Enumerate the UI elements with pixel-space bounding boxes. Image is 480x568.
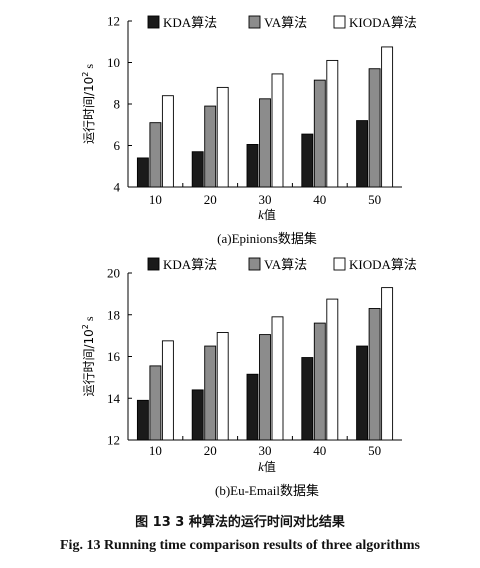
bar-KIODA算法-30 xyxy=(271,73,284,188)
legend-swatch xyxy=(147,257,160,271)
bar-KDA算法-50 xyxy=(356,120,369,188)
legend-label: KIODA算法 xyxy=(349,257,417,272)
bar-VA算法-30 xyxy=(259,98,271,188)
x-tick-label: 30 xyxy=(259,443,272,458)
legend-label: VA算法 xyxy=(264,15,307,30)
x-tick-label: 10 xyxy=(149,192,162,207)
bar-KDA算法-40 xyxy=(301,357,314,441)
y-tick-label: 10 xyxy=(107,55,120,70)
bar-VA算法-50 xyxy=(368,68,381,188)
bar-KIODA算法-20 xyxy=(216,86,229,188)
y-tick-label: 12 xyxy=(107,433,120,448)
legend-label: KDA算法 xyxy=(163,15,217,30)
y-axis-label: 运行时间/102 s xyxy=(81,316,96,396)
legend-swatch xyxy=(147,15,160,29)
y-tick-label: 14 xyxy=(107,391,121,406)
chart-panel-1: 4 6 8 10 12 10 20 30 40 50 KDA算法 VA算法 KIODA算法 k值 运行时间/… xyxy=(81,14,417,247)
y-tick-label: 18 xyxy=(107,307,120,322)
bar-VA算法-50 xyxy=(368,308,381,441)
legend-swatch xyxy=(248,15,261,29)
figure-caption-en: Fig. 13 Running time comparison results … xyxy=(60,538,420,553)
bar-VA算法-40 xyxy=(313,322,326,441)
bar-KDA算法-10 xyxy=(136,157,149,188)
bar-KIODA算法-50 xyxy=(381,287,394,441)
bar-KDA算法-50 xyxy=(356,345,369,441)
bar-VA算法-20 xyxy=(204,105,217,188)
x-tick-label: 30 xyxy=(259,192,272,207)
bar-KDA算法-20 xyxy=(191,389,204,441)
bar-KDA算法-30 xyxy=(246,144,259,188)
x-axis-label: k值 xyxy=(258,207,276,222)
y-tick-label: 16 xyxy=(107,349,121,364)
y-tick-label: 20 xyxy=(107,266,120,281)
chart-subtitle: (b)Eu-Email数据集 xyxy=(215,483,319,498)
y-tick-label: 4 xyxy=(114,180,121,195)
bar-KDA算法-40 xyxy=(301,133,314,188)
bar-KIODA算法-10 xyxy=(161,95,174,188)
legend-swatch xyxy=(333,15,346,29)
bar-KDA算法-10 xyxy=(136,399,149,441)
legend-swatch xyxy=(248,257,261,271)
chart-panel-2: 12 14 16 18 20 10 20 30 40 50 KDA算法 VA算法 KIODA算法 k值 运行… xyxy=(81,257,417,498)
legend-label: KDA算法 xyxy=(163,257,217,272)
bar-KIODA算法-40 xyxy=(326,298,339,441)
x-tick-label: 20 xyxy=(204,443,217,458)
bar-KIODA算法-20 xyxy=(216,332,229,441)
bar-KIODA算法-10 xyxy=(161,340,174,441)
bar-KDA算法-30 xyxy=(246,373,259,441)
legend-label: VA算法 xyxy=(264,257,307,272)
x-axis-label: k值 xyxy=(258,459,276,474)
y-tick-label: 12 xyxy=(107,14,120,29)
x-tick-label: 50 xyxy=(368,443,381,458)
x-tick-label: 50 xyxy=(368,192,381,207)
legend-swatch xyxy=(333,257,346,271)
bar-VA算法-40 xyxy=(313,79,326,188)
x-tick-label: 40 xyxy=(313,192,326,207)
figure-caption-cn: 图 13 3 种算法的运行时间对比结果 xyxy=(135,515,345,530)
chart-subtitle: (a)Epinions数据集 xyxy=(217,231,317,246)
legend-label: KIODA算法 xyxy=(349,15,417,30)
bar-VA算法-20 xyxy=(204,345,217,441)
bar-KDA算法-20 xyxy=(191,151,204,188)
x-tick-label: 40 xyxy=(313,443,326,458)
y-tick-label: 8 xyxy=(114,97,121,112)
bar-VA算法-10 xyxy=(149,365,162,441)
y-tick-label: 6 xyxy=(114,138,121,153)
bar-VA算法-30 xyxy=(259,334,271,441)
x-tick-label: 10 xyxy=(149,443,162,458)
bar-KIODA算法-50 xyxy=(381,46,394,188)
bar-KIODA算法-40 xyxy=(326,59,339,188)
bar-VA算法-10 xyxy=(149,122,162,188)
x-tick-label: 20 xyxy=(204,192,217,207)
y-axis-label: 运行时间/102 s xyxy=(81,64,96,144)
bar-KIODA算法-30 xyxy=(271,316,284,441)
